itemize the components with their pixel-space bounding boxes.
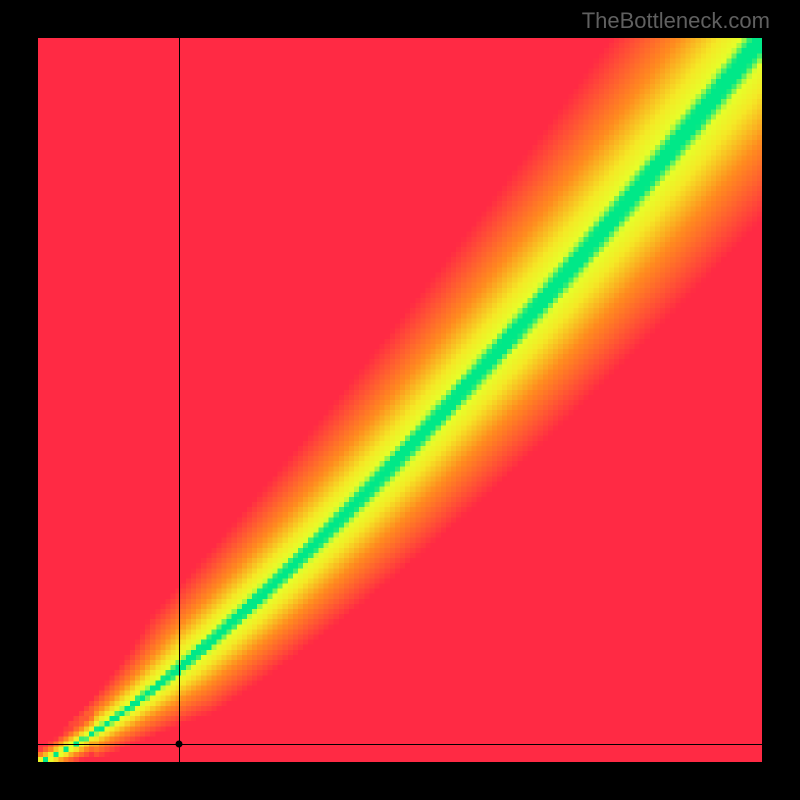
crosshair-horizontal	[38, 744, 762, 745]
crosshair-vertical	[179, 38, 180, 762]
crosshair-dot	[176, 740, 183, 747]
heatmap-canvas	[38, 38, 762, 762]
attribution-text: TheBottleneck.com	[582, 8, 770, 34]
heatmap-plot	[38, 38, 762, 762]
